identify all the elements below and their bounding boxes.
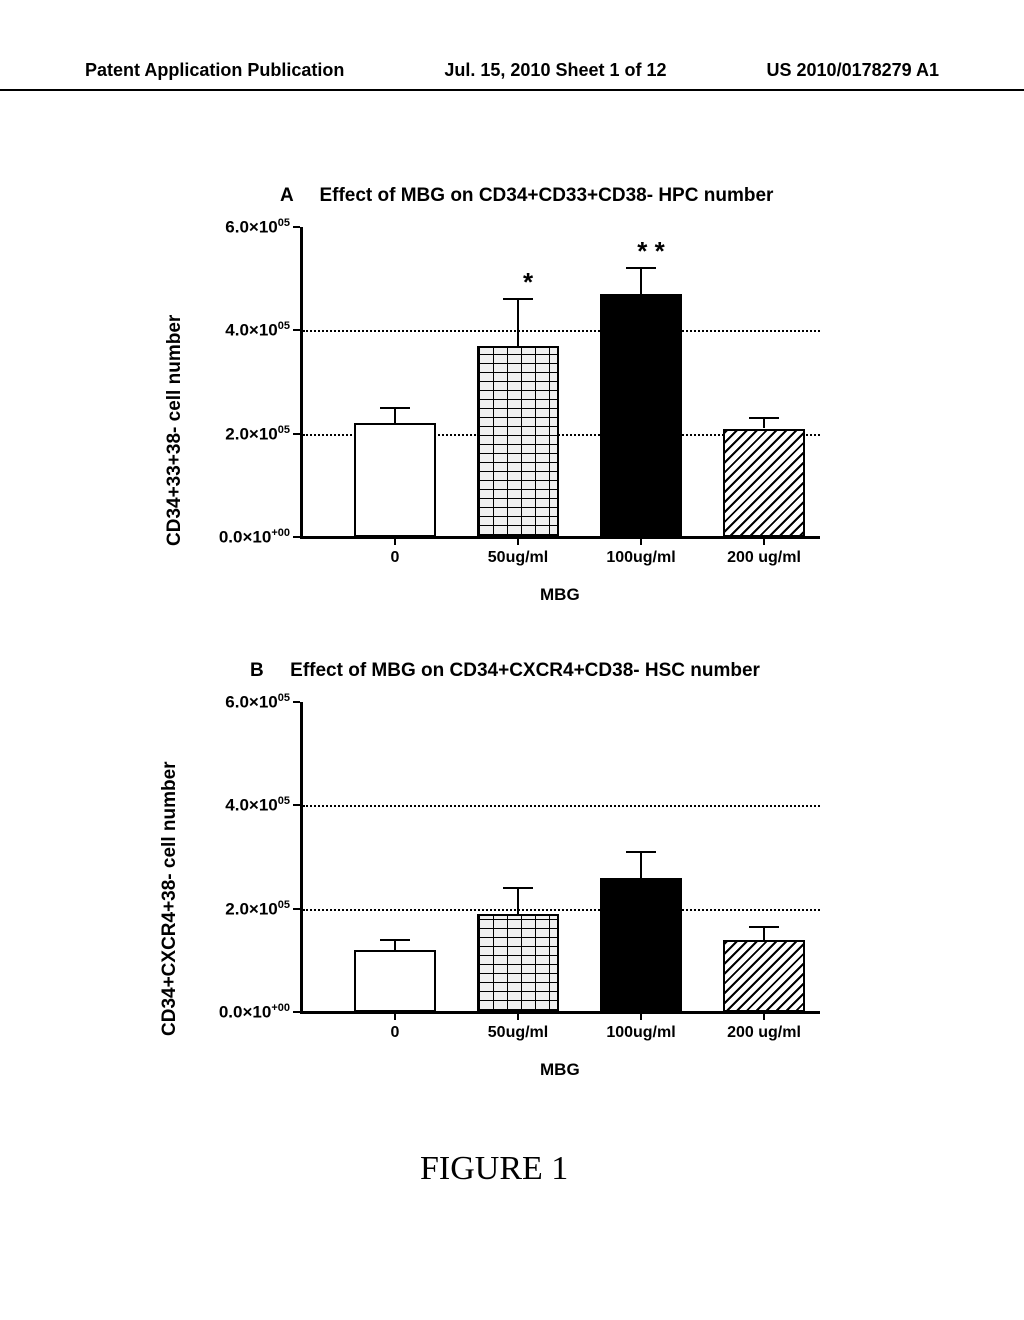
y-axis	[300, 702, 303, 1012]
y-tick	[293, 804, 300, 806]
y-tick-label: 0.0×10+00	[200, 1002, 290, 1023]
panel-a-plot: 0.0×10+002.0×10054.0×10056.0×1005050ug/m…	[300, 227, 820, 537]
x-tick	[640, 538, 642, 545]
panel-a-xlabel: MBG	[540, 585, 580, 605]
error-bar-line	[394, 408, 396, 424]
x-tick-label: 200 ug/ml	[714, 1024, 814, 1042]
x-tick	[763, 538, 765, 545]
bar	[477, 914, 559, 1012]
error-bar-cap	[749, 417, 779, 419]
header-right: US 2010/0178279 A1	[767, 60, 939, 81]
error-bar-line	[517, 299, 519, 346]
bar	[354, 950, 436, 1012]
error-bar-cap	[749, 926, 779, 928]
x-tick	[640, 1013, 642, 1020]
bar	[723, 940, 805, 1012]
error-bar-cap	[626, 851, 656, 853]
y-tick	[293, 701, 300, 703]
error-bar-line	[763, 418, 765, 428]
error-bar-line	[640, 852, 642, 878]
header-left: Patent Application Publication	[85, 60, 344, 81]
error-bar-line	[763, 927, 765, 940]
y-tick	[293, 536, 300, 538]
panel-b-plot: 0.0×10+002.0×10054.0×10056.0×1005050ug/m…	[300, 702, 820, 1012]
panel-b-ylabel: CD34+CXCR4+38- cell number	[159, 726, 181, 1036]
gridline	[303, 909, 820, 911]
x-tick-label: 100ug/ml	[591, 549, 691, 567]
x-tick-label: 0	[345, 1024, 445, 1042]
error-bar-line	[517, 888, 519, 914]
y-axis	[300, 227, 303, 537]
y-tick-label: 6.0×1005	[200, 217, 290, 238]
y-tick	[293, 1011, 300, 1013]
panel-b-label: B	[250, 660, 264, 681]
y-tick-label: 0.0×10+00	[200, 527, 290, 548]
y-tick-label: 6.0×1005	[200, 692, 290, 713]
page: Patent Application Publication Jul. 15, …	[0, 0, 1024, 1320]
significance-star: *	[498, 267, 558, 298]
bar	[600, 294, 682, 537]
error-bar-line	[640, 268, 642, 294]
x-tick	[394, 538, 396, 545]
page-header: Patent Application Publication Jul. 15, …	[0, 60, 1024, 91]
error-bar-cap	[380, 407, 410, 409]
y-tick	[293, 433, 300, 435]
y-tick-label: 2.0×1005	[200, 899, 290, 920]
x-tick	[517, 1013, 519, 1020]
gridline	[303, 805, 820, 807]
gridline	[303, 330, 820, 332]
panel-b-title: Effect of MBG on CD34+CXCR4+CD38- HSC nu…	[290, 660, 760, 681]
y-tick-label: 4.0×1005	[200, 320, 290, 341]
x-tick-label: 50ug/ml	[468, 549, 568, 567]
x-tick-label: 0	[345, 549, 445, 567]
error-bar-cap	[503, 298, 533, 300]
figure-caption: FIGURE 1	[420, 1150, 568, 1188]
x-tick-label: 100ug/ml	[591, 1024, 691, 1042]
error-bar-cap	[380, 939, 410, 941]
x-tick	[763, 1013, 765, 1020]
y-tick	[293, 908, 300, 910]
x-tick	[394, 1013, 396, 1020]
y-tick-label: 2.0×1005	[200, 424, 290, 445]
panel-a-label: A	[280, 185, 293, 206]
significance-star: * *	[621, 236, 681, 267]
bar	[354, 423, 436, 537]
error-bar-cap	[626, 267, 656, 269]
panel-a-title: Effect of MBG on CD34+CD33+CD38- HPC num…	[319, 185, 773, 206]
x-tick	[517, 538, 519, 545]
y-tick-label: 4.0×1005	[200, 795, 290, 816]
y-tick	[293, 329, 300, 331]
bar	[723, 429, 805, 538]
panel-a-ylabel: CD34+33+38- cell number	[164, 266, 186, 546]
bar	[600, 878, 682, 1012]
header-center: Jul. 15, 2010 Sheet 1 of 12	[444, 60, 666, 81]
panel-b-xlabel: MBG	[540, 1060, 580, 1080]
y-tick	[293, 226, 300, 228]
error-bar-line	[394, 940, 396, 950]
x-tick-label: 200 ug/ml	[714, 549, 814, 567]
error-bar-cap	[503, 887, 533, 889]
bar	[477, 346, 559, 537]
x-tick-label: 50ug/ml	[468, 1024, 568, 1042]
